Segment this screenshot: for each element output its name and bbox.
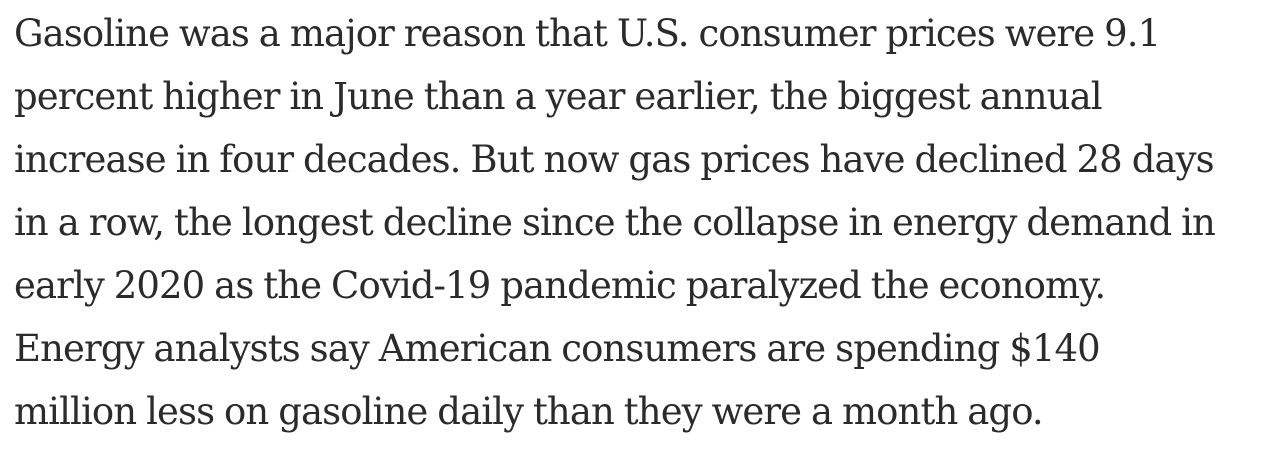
paragraph-line: percent higher in June than a year earli… <box>14 75 1103 118</box>
paragraph-line: Gasoline was a major reason that U.S. co… <box>14 12 1161 55</box>
paragraph-line: early 2020 as the Covid-19 pandemic para… <box>14 264 1106 307</box>
paragraph-line: increase in four decades. But now gas pr… <box>14 138 1215 181</box>
article-paragraph: Gasoline was a major reason that U.S. co… <box>14 0 1276 443</box>
paragraph-line: million less on gasoline daily than they… <box>14 390 1044 433</box>
paragraph-line: in a row, the longest decline since the … <box>14 201 1216 244</box>
paragraph-line: Energy analysts say American consumers a… <box>14 327 1101 370</box>
